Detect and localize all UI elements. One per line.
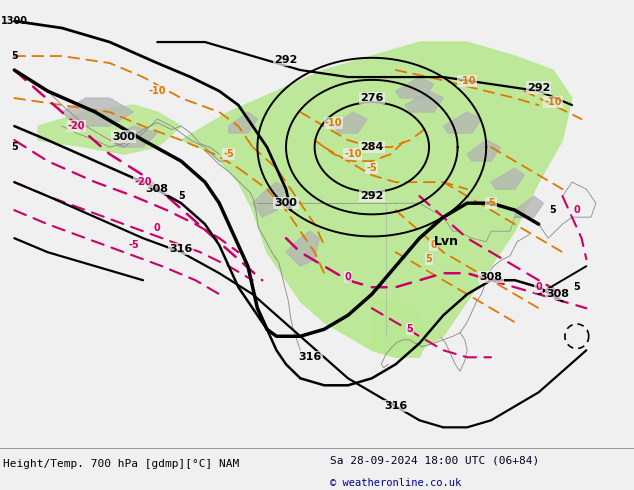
Text: 292: 292	[275, 54, 298, 65]
Text: 5: 5	[11, 51, 18, 61]
Text: 5: 5	[573, 282, 580, 292]
Text: 5: 5	[178, 191, 184, 201]
Text: 316: 316	[169, 244, 193, 254]
Text: -5: -5	[223, 149, 234, 159]
Text: -20: -20	[134, 177, 152, 187]
Polygon shape	[491, 168, 524, 189]
Text: 308: 308	[146, 184, 169, 194]
Text: Sa 28-09-2024 18:00 UTC (06+84): Sa 28-09-2024 18:00 UTC (06+84)	[330, 456, 539, 466]
Text: 284: 284	[360, 142, 384, 152]
Polygon shape	[38, 105, 181, 154]
Text: 316: 316	[384, 401, 407, 411]
Text: 0: 0	[573, 205, 580, 215]
Polygon shape	[229, 112, 257, 133]
Text: -10: -10	[544, 97, 562, 107]
Text: Height/Temp. 700 hPa [gdmp][°C] NAM: Height/Temp. 700 hPa [gdmp][°C] NAM	[3, 459, 240, 469]
Text: 5: 5	[425, 254, 432, 264]
Text: -20: -20	[67, 121, 85, 131]
Polygon shape	[333, 112, 367, 133]
Text: 316: 316	[298, 352, 321, 362]
Polygon shape	[62, 98, 134, 126]
Text: 276: 276	[360, 93, 384, 103]
Text: 308: 308	[547, 289, 569, 299]
Text: Lvn: Lvn	[434, 235, 459, 248]
Text: -10: -10	[148, 86, 166, 96]
Text: -10: -10	[458, 75, 476, 86]
Text: 0: 0	[535, 282, 542, 292]
Text: 5: 5	[550, 205, 557, 215]
Text: -5: -5	[128, 240, 139, 250]
Polygon shape	[252, 182, 286, 217]
Text: -10: -10	[344, 149, 361, 159]
Polygon shape	[396, 77, 434, 98]
Text: 1300: 1300	[1, 16, 28, 26]
Text: -10: -10	[325, 118, 342, 127]
Polygon shape	[286, 231, 320, 266]
Text: 0: 0	[430, 240, 437, 250]
Text: © weatheronline.co.uk: © weatheronline.co.uk	[330, 477, 461, 488]
Polygon shape	[110, 126, 157, 147]
Text: 292: 292	[360, 191, 384, 201]
Polygon shape	[443, 112, 481, 133]
Text: 308: 308	[479, 272, 503, 282]
Text: 5: 5	[406, 324, 413, 334]
Text: 300: 300	[275, 198, 297, 208]
Text: 5: 5	[11, 142, 18, 152]
Polygon shape	[467, 140, 500, 161]
Polygon shape	[372, 301, 429, 357]
Text: 0: 0	[154, 222, 160, 233]
Text: -5: -5	[366, 163, 377, 173]
Text: 300: 300	[112, 132, 136, 142]
Polygon shape	[405, 91, 443, 112]
Text: 292: 292	[527, 83, 550, 93]
Text: -5: -5	[486, 198, 496, 208]
Polygon shape	[515, 196, 543, 217]
Text: 0: 0	[345, 272, 351, 282]
Polygon shape	[181, 42, 572, 357]
